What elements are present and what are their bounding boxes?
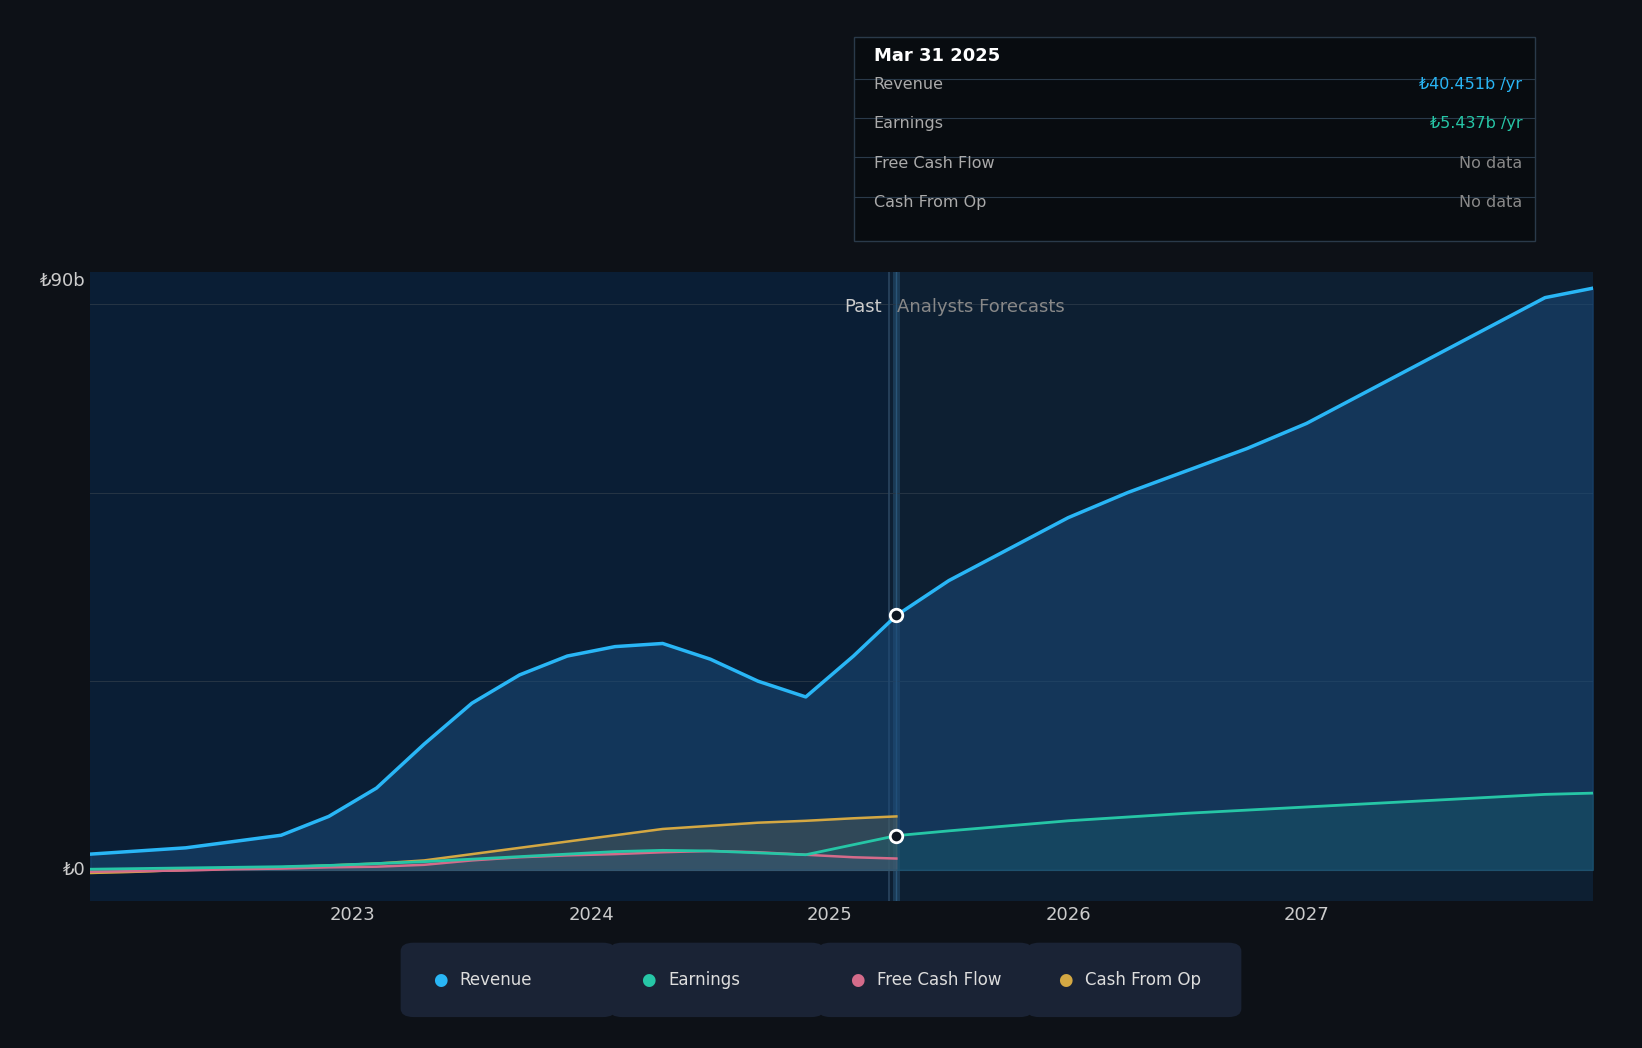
Text: Revenue: Revenue — [460, 970, 532, 989]
Text: ₺40.451b /yr: ₺40.451b /yr — [1419, 77, 1522, 92]
Text: ₺90b: ₺90b — [39, 272, 85, 290]
Text: ●: ● — [851, 970, 864, 989]
Text: Cash From Op: Cash From Op — [874, 195, 985, 210]
Text: Analysts Forecasts: Analysts Forecasts — [897, 298, 1064, 315]
Text: ₺5.437b /yr: ₺5.437b /yr — [1430, 116, 1522, 131]
Bar — [893, 272, 900, 901]
Text: Cash From Op: Cash From Op — [1085, 970, 1202, 989]
Text: Past: Past — [844, 298, 882, 315]
Text: No data: No data — [1458, 195, 1522, 210]
Bar — [890, 272, 1593, 901]
Text: ●: ● — [642, 970, 655, 989]
Text: Mar 31 2025: Mar 31 2025 — [874, 47, 1000, 65]
Bar — [90, 272, 890, 901]
Text: Earnings: Earnings — [874, 116, 944, 131]
Text: ●: ● — [433, 970, 447, 989]
Text: ₺0: ₺0 — [62, 860, 85, 879]
Text: Free Cash Flow: Free Cash Flow — [874, 155, 993, 171]
Text: ●: ● — [1059, 970, 1072, 989]
Text: Earnings: Earnings — [668, 970, 741, 989]
Text: Free Cash Flow: Free Cash Flow — [877, 970, 1002, 989]
Text: Revenue: Revenue — [874, 77, 944, 92]
Text: No data: No data — [1458, 155, 1522, 171]
